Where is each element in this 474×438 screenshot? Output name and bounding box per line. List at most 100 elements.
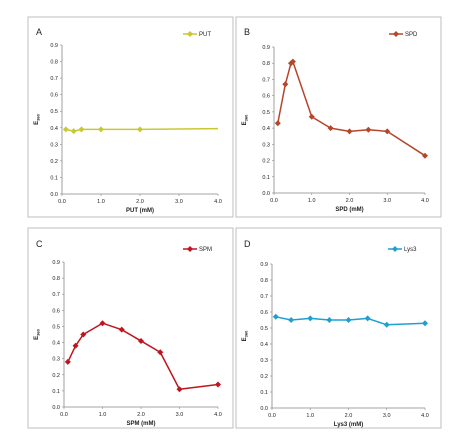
data-point xyxy=(78,126,85,133)
data-point xyxy=(99,320,106,327)
data-point xyxy=(327,125,334,132)
x-tick-label: 1.0 xyxy=(306,413,314,419)
y-tick-label: 0.6 xyxy=(52,308,60,314)
data-point xyxy=(308,113,315,120)
y-tick-label: 0.2 xyxy=(262,159,270,165)
legend-marker xyxy=(187,31,193,37)
data-point xyxy=(383,321,390,328)
y-tick-label: 0.3 xyxy=(50,142,58,148)
data-point xyxy=(289,58,296,65)
y-tick-label: 0.9 xyxy=(260,262,268,268)
x-tick-label: 0.0 xyxy=(270,198,278,204)
y-tick-label: 0.6 xyxy=(260,310,268,316)
y-axis-label: E360 xyxy=(242,330,249,341)
y-tick-label: 0.5 xyxy=(260,326,268,332)
y-tick-label: 0.1 xyxy=(260,390,268,396)
x-tick-label: 0.0 xyxy=(60,412,68,418)
y-tick-label: 0.4 xyxy=(52,341,60,347)
y-tick-label: 0.3 xyxy=(260,358,268,364)
chart-panel-b: B 0.0 0.1 0.2 0.3 0.4 0.5 0.6 0.7 0.8 0.9 0.0 1.0 2.0… xyxy=(235,16,442,218)
data-point xyxy=(346,128,353,135)
x-axis-label: SPD (mM) xyxy=(335,207,363,213)
y-tick-label: 0.7 xyxy=(262,77,270,83)
y-axis-label: E360 xyxy=(34,328,41,339)
x-tick-label: 4.0 xyxy=(421,198,429,204)
x-tick-label: 2.0 xyxy=(345,413,353,419)
x-tick-label: 1.0 xyxy=(97,199,105,205)
panel-letter: C xyxy=(36,239,43,249)
data-point xyxy=(422,320,428,327)
y-tick-label: 0.9 xyxy=(50,43,58,49)
legend-marker xyxy=(187,246,193,252)
y-tick-label: 0.0 xyxy=(52,405,60,411)
data-point xyxy=(64,358,71,365)
y-tick-label: 0.7 xyxy=(52,292,60,298)
data-point xyxy=(70,128,77,135)
y-tick-label: 0.0 xyxy=(260,406,268,412)
y-tick-label: 0.8 xyxy=(50,60,58,66)
y-tick-label: 0.2 xyxy=(50,159,58,165)
data-point xyxy=(176,386,183,393)
x-tick-label: 4.0 xyxy=(421,413,429,419)
y-tick-label: 0.8 xyxy=(262,61,270,67)
x-axis-label: PUT (mM) xyxy=(126,208,154,214)
panel-border xyxy=(27,16,234,218)
y-axis-label: E360 xyxy=(34,113,41,124)
y-tick-label: 0.0 xyxy=(50,192,58,198)
y-tick-label: 0.2 xyxy=(260,374,268,380)
y-tick-label: 0.8 xyxy=(260,278,268,284)
x-tick-label: 1.0 xyxy=(99,412,107,418)
y-tick-label: 0.3 xyxy=(52,357,60,363)
series-line xyxy=(277,60,426,157)
x-tick-label: 3.0 xyxy=(383,413,391,419)
data-point xyxy=(62,126,69,133)
data-point xyxy=(326,317,333,323)
data-point xyxy=(274,120,281,127)
data-point xyxy=(282,81,289,88)
data-point xyxy=(118,326,125,333)
legend-marker xyxy=(392,246,398,252)
data-point xyxy=(72,342,79,349)
y-tick-label: 0.8 xyxy=(52,276,60,282)
data-point xyxy=(345,317,352,323)
x-tick-label: 4.0 xyxy=(214,199,222,205)
data-point xyxy=(272,313,279,320)
x-tick-label: 3.0 xyxy=(176,412,184,418)
panel-border xyxy=(235,16,442,218)
y-tick-label: 0.6 xyxy=(262,94,270,100)
data-point xyxy=(288,317,295,323)
y-tick-label: 0.4 xyxy=(50,126,58,132)
data-point xyxy=(364,315,371,322)
data-point xyxy=(138,337,144,344)
y-tick-label: 0.5 xyxy=(50,109,58,115)
y-tick-label: 0.3 xyxy=(262,142,270,148)
y-axis-label: E360 xyxy=(242,114,249,125)
data-point xyxy=(422,152,428,159)
data-point xyxy=(157,349,164,356)
legend-label: SPM xyxy=(199,247,212,253)
y-tick-label: 0.6 xyxy=(50,93,58,99)
y-tick-label: 0.1 xyxy=(50,175,58,181)
legend-label: PUT xyxy=(199,32,211,38)
x-axis-label: SPM (mM) xyxy=(127,421,156,427)
x-tick-label: 0.0 xyxy=(58,199,66,205)
x-tick-label: 0.0 xyxy=(268,413,276,419)
x-tick-label: 2.0 xyxy=(136,199,144,205)
panel-letter: A xyxy=(36,27,42,37)
y-tick-label: 0.2 xyxy=(52,373,60,379)
x-tick-label: 4.0 xyxy=(214,412,222,418)
series-line xyxy=(275,316,426,326)
y-tick-label: 0.7 xyxy=(260,294,268,300)
chart-panel-a: A 0.0 0.1 0.2 0.3 0.4 0.5 0.6 0.7 0.8 0.9 0.0 1.0 2.0… xyxy=(27,16,234,218)
y-tick-label: 0.7 xyxy=(50,76,58,82)
panel-letter: D xyxy=(244,239,251,249)
y-tick-label: 0.1 xyxy=(52,389,60,395)
legend-label: SPD xyxy=(405,32,418,38)
legend-label: Lys3 xyxy=(404,247,417,253)
x-tick-label: 3.0 xyxy=(175,199,183,205)
y-tick-label: 0.1 xyxy=(262,175,270,181)
data-point xyxy=(307,315,314,322)
y-tick-label: 0.9 xyxy=(262,45,270,51)
data-point xyxy=(215,381,221,388)
